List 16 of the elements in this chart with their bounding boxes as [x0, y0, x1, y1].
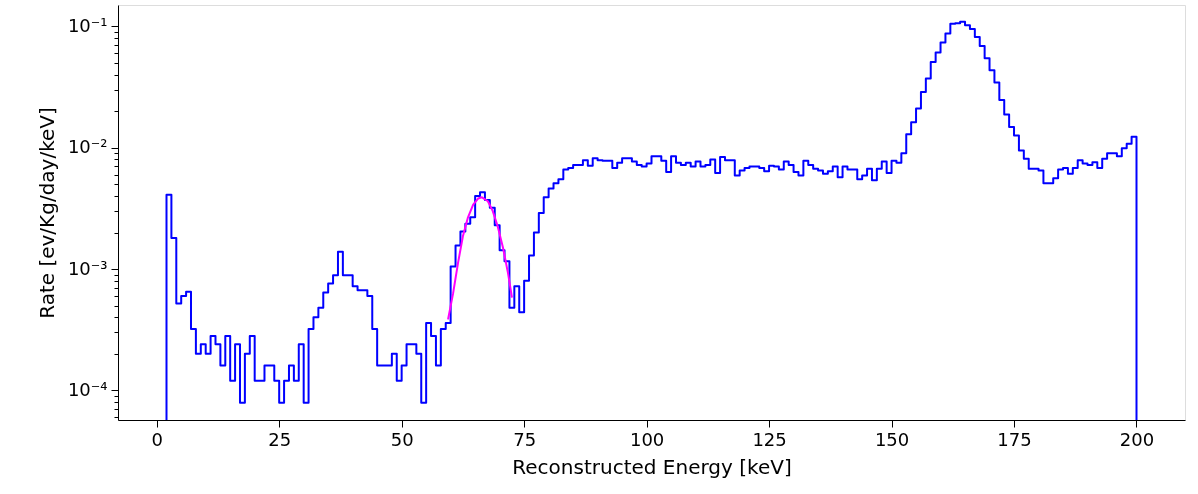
x-tick-label: 50 [390, 428, 414, 450]
x-tick-label: 125 [752, 428, 787, 450]
x-tick-label: 150 [874, 428, 910, 450]
y-tick-label: 10⁻¹ [67, 14, 108, 36]
x-tick-label: 75 [513, 428, 537, 450]
x-tick-label: 0 [151, 428, 163, 450]
x-tick-label: 200 [1119, 428, 1155, 450]
y-tick-label: 10⁻³ [67, 257, 108, 279]
line-series [447, 196, 513, 320]
y-tick-label: 10⁻² [67, 136, 108, 158]
x-tick-label: 25 [268, 428, 292, 450]
x-tick-label: 100 [629, 428, 665, 450]
y-axis-title: Rate [ev/Kg/day/keV] [34, 107, 59, 319]
y-tick-label: 10⁻⁴ [67, 378, 108, 400]
x-tick-label: 175 [997, 428, 1032, 450]
x-axis-title: Reconstructed Energy [keV] [512, 454, 792, 479]
